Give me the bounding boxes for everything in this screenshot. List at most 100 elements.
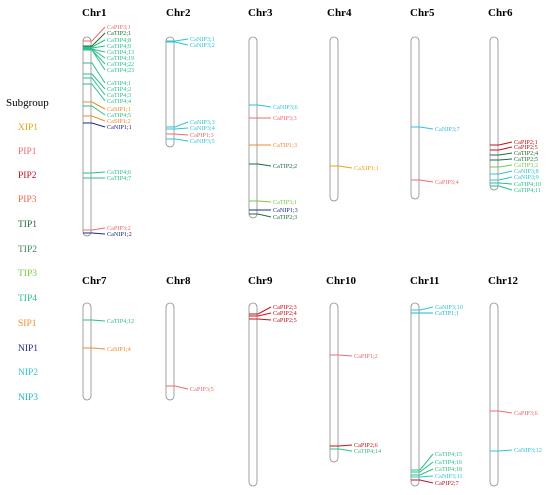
gene-marker-catip3-2	[490, 164, 513, 168]
chromosome-label: Chr7	[82, 275, 107, 287]
gene-label-canip3-1: CaNIP3;1	[190, 36, 215, 43]
gene-label-capip3-2: CaPIP3;2	[107, 225, 131, 232]
gene-marker-casip1-1	[83, 101, 106, 110]
gene-marker-catip4-3	[83, 77, 106, 96]
chromosome-bar	[329, 36, 339, 202]
gene-marker-catip2-3	[249, 213, 272, 218]
gene-marker-canip3-4	[166, 127, 189, 130]
chromosome-chr5: Chr5 CaNIP3;7 CaPIP3;4	[410, 7, 460, 200]
gene-marker-casip1-2	[83, 115, 106, 122]
gene-label-canip3-6: CaNIP3;6	[273, 104, 298, 111]
gene-label-catip4-10: CaTIP4;10	[514, 181, 541, 188]
gene-label-casip1-2: CaSIP1;2	[107, 118, 131, 125]
gene-label-catip4-19: CaTIP4;19	[107, 55, 134, 62]
gene-label-capip3-3: CaPIP3;3	[273, 115, 297, 122]
legend-item-tip4: TIP4	[18, 294, 37, 304]
gene-label-canip3-4: CaNIP3;4	[190, 125, 215, 132]
chromosome-chr1: Chr1CaPIP3;1CaTIP2;1CaTIP4;8CaTIP4;9CaTI…	[82, 7, 134, 238]
gene-label-capip1-3: CaPIP1;3	[190, 132, 214, 139]
gene-marker-canip3-6	[249, 104, 272, 108]
chromosome-bar	[82, 36, 92, 237]
chromosome-label: Chr9	[248, 275, 273, 287]
chromosome-bar	[410, 36, 420, 200]
gene-label-capip3-1: CaPIP3;1	[107, 24, 131, 31]
gene-marker-capip2-5	[249, 318, 272, 321]
gene-label-canip3-11: CaNIP3;11	[435, 473, 463, 480]
gene-marker-catip4-9	[83, 45, 106, 49]
gene-marker-capip2-6	[330, 444, 353, 447]
gene-marker-canip3-7	[411, 126, 434, 130]
gene-label-catip3-1: CaTIP3;1	[273, 199, 297, 206]
legend: Subgroup XIP1 PIP1 PIP2 PIP3 TIP1 TIP2 TIP3 TIP4…	[6, 97, 49, 403]
gene-label-canip3-3: CaNIP3;3	[190, 119, 215, 126]
legend-title: Subgroup	[6, 97, 49, 109]
gene-marker-canip3-8	[490, 170, 513, 175]
gene-marker-catip4-12	[83, 319, 106, 322]
chromosome-label: Chr3	[248, 7, 273, 19]
chromosome-chr3: Chr3 CaNIP3;6 CaPIP3;3 CaTIP1;3 CaTIP2;2 CaTI…	[248, 7, 298, 221]
gene-label-capip2-3: CaPIP2;3	[273, 304, 297, 311]
gene-marker-catip2-5	[490, 158, 513, 161]
gene-label-catip4-4: CaTIP4;4	[107, 98, 131, 105]
gene-marker-catip4-11	[490, 185, 513, 191]
legend-item-tip2: TIP2	[18, 245, 37, 255]
gene-label-catip4-13: CaTIP4;13	[107, 49, 134, 56]
gene-label-casip1-4: CaSIP1;4	[107, 346, 131, 353]
chromosome-label: Chr6	[488, 7, 513, 19]
gene-label-catip4-11: CaTIP4;11	[514, 187, 541, 194]
gene-label-canip3-9: CaNIP3;9	[514, 174, 539, 181]
gene-label-canip3-8: CaNIP3;8	[514, 168, 539, 175]
gene-marker-casip1-4	[83, 347, 106, 350]
gene-label-catip4-1: CaTIP4;1	[107, 80, 131, 87]
gene-marker-capip1-3	[166, 133, 189, 136]
gene-label-catip2-4: CaTIP2;4	[514, 150, 538, 157]
chromosome-chr8: Chr8 CaPIP3;5	[165, 275, 214, 401]
gene-label-casip1-1: CaSIP1;1	[107, 106, 131, 113]
gene-marker-canip3-11	[411, 475, 434, 478]
chromosome-label: Chr12	[488, 275, 518, 287]
gene-marker-catip4-8	[83, 39, 106, 48]
gene-marker-catip2-1	[83, 32, 106, 47]
gene-marker-capip1-2	[330, 354, 353, 357]
chromosome-label: Chr2	[166, 7, 191, 19]
legend-item-nip2: NIP2	[18, 368, 38, 378]
gene-label-catip4-18: CaTIP4;18	[435, 466, 462, 473]
chromosome-label: Chr4	[327, 7, 352, 19]
gene-label-capip2-5: CaPIP2;5	[273, 317, 297, 324]
chromosome-chr7: Chr7 CaTIP4;12 CaSIP1;4	[82, 275, 134, 401]
gene-marker-catip4-5	[83, 105, 106, 116]
gene-marker-catip4-16	[411, 461, 434, 473]
gene-marker-canip3-10	[411, 306, 434, 311]
legend-item-nip1: NIP1	[18, 344, 38, 354]
gene-label-catip4-9: CaTIP4;9	[107, 43, 131, 50]
chromosome-chr6: Chr6CaPIP2;1CaPIP2;5CaTIP2;4CaTIP2;5CaTI…	[488, 7, 541, 194]
gene-label-catip4-8: CaTIP4;8	[107, 37, 131, 44]
gene-marker-canip3-5	[166, 138, 189, 142]
gene-marker-catip4-1	[83, 62, 106, 84]
gene-label-capip3-6: CaPIP3;6	[514, 410, 538, 417]
gene-marker-capip3-4	[411, 179, 434, 183]
gene-label-catip4-14: CaTIP4;14	[354, 448, 381, 455]
gene-label-capip2-4: CaPIP2;4	[273, 310, 297, 317]
gene-label-catip2-3: CaTIP2;3	[273, 214, 297, 221]
gene-marker-catip4-23	[83, 49, 106, 71]
gene-label-canip3-5: CaNIP3;5	[190, 138, 215, 145]
gene-marker-catip3-1	[249, 200, 272, 203]
gene-marker-canip1-2	[83, 232, 106, 235]
gene-label-canip3-10: CaNIP3;10	[435, 304, 463, 311]
gene-marker-catip4-19	[83, 48, 106, 59]
gene-marker-catip2-4	[490, 152, 513, 156]
chromosome-bar	[489, 302, 499, 487]
chromosome-bar	[82, 302, 92, 401]
gene-label-catip4-16: CaTIP4;16	[435, 459, 462, 466]
gene-marker-capip3-1	[83, 26, 106, 42]
gene-marker-catip4-4	[83, 83, 106, 102]
gene-label-canip1-2: CaNIP1;2	[107, 231, 132, 238]
legend-item-pip3: PIP3	[18, 195, 37, 205]
gene-label-capip3-5: CaPIP3;5	[190, 386, 214, 393]
gene-label-catip4-22: CaTIP4;22	[107, 61, 134, 68]
chromosome-chr4: Chr4 CaXIP1;1	[327, 7, 379, 202]
